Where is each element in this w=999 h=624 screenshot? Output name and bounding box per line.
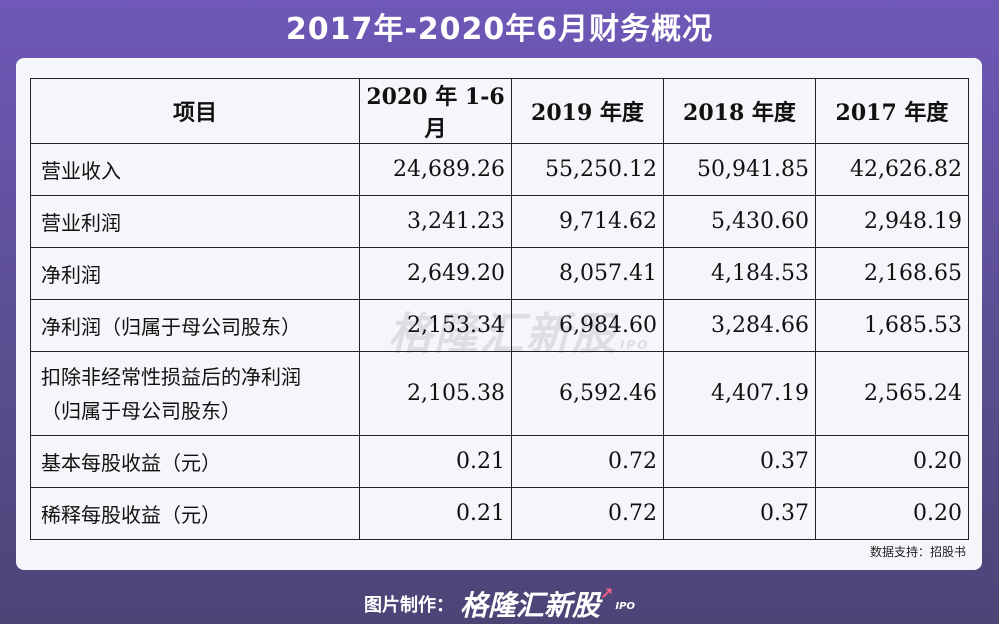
table-row: 扣除非经常性损益后的净利润 （归属于母公司股东） 2,105.38 6,592.… bbox=[30, 351, 969, 436]
cell-value: 24,689.26 bbox=[359, 143, 512, 196]
table-header-row: 项目 2020 年 1-6 月 2019 年度 2018 年度 2017 年度 bbox=[30, 78, 969, 144]
cell-value: 8,057.41 bbox=[511, 247, 664, 300]
header-2020h1: 2020 年 1-6 月 bbox=[359, 78, 512, 144]
row-label-line2: （归属于母公司股东） bbox=[41, 398, 241, 423]
cell-value: 50,941.85 bbox=[663, 143, 816, 196]
footer-credit: 图片制作： 格隆汇新股↗IPO bbox=[0, 584, 999, 624]
header-2019: 2019 年度 bbox=[511, 78, 664, 144]
cell-value: 2,948.19 bbox=[815, 195, 969, 248]
table-row: 净利润（归属于母公司股东） 2,153.34 6,984.60 3,284.66… bbox=[30, 299, 969, 352]
source-note: 数据支持：招股书 bbox=[869, 545, 966, 559]
cell-value: 4,184.53 bbox=[663, 247, 816, 300]
cell-value: 2,649.20 bbox=[359, 247, 512, 300]
header-2017: 2017 年度 bbox=[815, 78, 969, 144]
cell-value: 55,250.12 bbox=[511, 143, 664, 196]
cell-value: 4,407.19 bbox=[663, 351, 816, 436]
cell-value: 0.37 bbox=[663, 435, 816, 488]
cell-value: 0.21 bbox=[359, 487, 512, 540]
header-item: 项目 bbox=[30, 78, 360, 144]
cell-value: 0.72 bbox=[511, 435, 664, 488]
row-label: 基本每股收益（元） bbox=[30, 435, 360, 488]
brand-logo: 格隆汇新股 bbox=[460, 589, 601, 622]
row-label: 净利润 bbox=[30, 247, 360, 300]
cell-value: 0.20 bbox=[815, 487, 969, 540]
brand-sub: IPO bbox=[615, 601, 635, 612]
cell-value: 2,168.65 bbox=[815, 247, 969, 300]
cell-value: 2,105.38 bbox=[359, 351, 512, 436]
cell-value: 1,685.53 bbox=[815, 299, 969, 352]
cell-value: 0.37 bbox=[663, 487, 816, 540]
row-label: 营业收入 bbox=[30, 143, 360, 196]
cell-value: 9,714.62 bbox=[511, 195, 664, 248]
content-panel: 格隆汇新股 IPO 项目 2020 年 1-6 月 2019 年度 2018 年度… bbox=[16, 58, 982, 570]
table-row: 净利润 2,649.20 8,057.41 4,184.53 2,168.65 bbox=[30, 247, 969, 300]
cell-value: 42,626.82 bbox=[815, 143, 969, 196]
footer-prefix: 图片制作： bbox=[364, 595, 454, 616]
cell-value: 5,430.60 bbox=[663, 195, 816, 248]
cell-value: 3,241.23 bbox=[359, 195, 512, 248]
cell-value: 0.20 bbox=[815, 435, 969, 488]
row-label: 稀释每股收益（元） bbox=[30, 487, 360, 540]
row-label: 扣除非经常性损益后的净利润 （归属于母公司股东） bbox=[30, 351, 360, 436]
row-label: 净利润（归属于母公司股东） bbox=[30, 299, 360, 352]
row-label: 营业利润 bbox=[30, 195, 360, 248]
table-row: 营业收入 24,689.26 55,250.12 50,941.85 42,62… bbox=[30, 143, 969, 196]
table-row: 稀释每股收益（元） 0.21 0.72 0.37 0.20 bbox=[30, 487, 969, 540]
cell-value: 2,565.24 bbox=[815, 351, 969, 436]
page-title: 2017年-2020年6月财务概况 bbox=[285, 12, 714, 47]
table-row: 基本每股收益（元） 0.21 0.72 0.37 0.20 bbox=[30, 435, 969, 488]
cell-value: 0.21 bbox=[359, 435, 512, 488]
row-label-line1: 扣除非经常性损益后的净利润 bbox=[41, 364, 301, 389]
cell-value: 6,592.46 bbox=[511, 351, 664, 436]
header-2018: 2018 年度 bbox=[663, 78, 816, 144]
cell-value: 3,284.66 bbox=[663, 299, 816, 352]
table-row: 营业利润 3,241.23 9,714.62 5,430.60 2,948.19 bbox=[30, 195, 969, 248]
cell-value: 0.72 bbox=[511, 487, 664, 540]
financial-table: 项目 2020 年 1-6 月 2019 年度 2018 年度 2017 年度 … bbox=[30, 78, 969, 540]
cell-value: 2,153.34 bbox=[359, 299, 512, 352]
arrow-icon: ↗ bbox=[600, 584, 614, 603]
cell-value: 6,984.60 bbox=[511, 299, 664, 352]
